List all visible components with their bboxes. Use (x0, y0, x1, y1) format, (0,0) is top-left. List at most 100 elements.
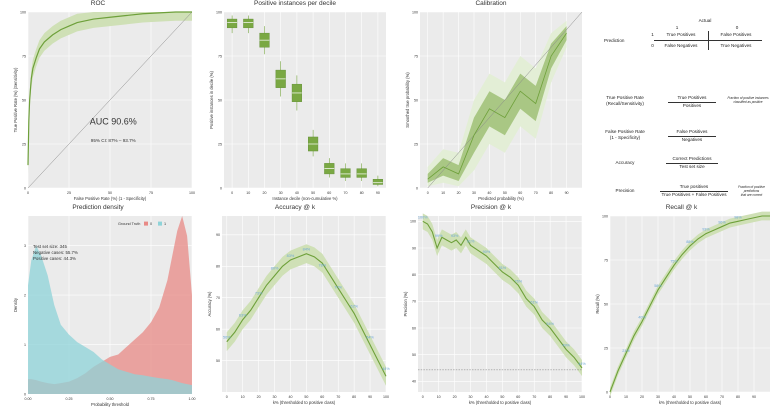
density-stat-annotation: Positive cases: 44.3% (33, 256, 76, 261)
decile-box (227, 18, 238, 29)
x-tick-label: 60 (518, 191, 522, 195)
precision-line (422, 220, 583, 369)
x-tick-label: 40 (288, 395, 292, 399)
recall-band (610, 211, 770, 397)
matrix-divider-v (708, 31, 709, 50)
calibration-title: Calibration (475, 0, 507, 7)
data-label: 58% (654, 284, 662, 288)
x-tick-label: 60 (320, 395, 324, 399)
decile-box (340, 168, 351, 178)
y-tick-label: 50 (218, 98, 222, 102)
x-tick-label: 70 (344, 191, 348, 195)
decile-chart: 0 10 20 30 40 50 60 70 80 90 0 25 50 75 100 Instance de… (209, 10, 386, 201)
precision-label: Precision (615, 188, 635, 193)
y-tick-label: 100 (20, 10, 26, 14)
x-tick-label: 1.00 (189, 397, 196, 401)
y-axis-label: Smoothed true probability (%) (405, 72, 410, 128)
x-axis-label: False Positive Rate (%) (1 - Specificity… (74, 196, 147, 201)
precision-chart: 0 10 20 30 40 50 60 70 80 90 100 40 50 60 70 80 90 100 k% … (403, 213, 586, 405)
x-tick-label: 70 (720, 395, 724, 399)
y-tick-label: 75 (218, 54, 222, 58)
data-label: 62% (350, 304, 358, 308)
roc-diagonal-reference (27, 11, 193, 189)
y-axis-label: Density (13, 297, 18, 312)
y-tick-label: 70 (216, 296, 220, 300)
data-label: 44% (382, 367, 390, 371)
x-tick-label: 0 (422, 395, 424, 399)
pred-row-1: 1 (651, 32, 654, 37)
y-tick-label: 0 (24, 186, 26, 190)
y-tick-label: 60 (216, 327, 220, 331)
y-tick-label: 50 (22, 98, 26, 102)
roc-title: ROC (90, 0, 106, 7)
y-tick-label: 1 (24, 343, 26, 347)
decile-box (243, 18, 254, 29)
density-area-0 (28, 216, 192, 394)
data-label: 73% (255, 292, 263, 296)
roc-curve (27, 11, 192, 166)
y-tick-label: 0 (220, 186, 222, 190)
auc-annotation: AUC 90.6% (90, 117, 137, 127)
recall-chart: 0 10 20 30 40 50 60 70 80 90 0 25 50 75 100 k% (thresho… (595, 211, 770, 405)
x-tick-label: 0.50 (107, 397, 114, 401)
x-tick-label: 20 (640, 395, 644, 399)
x-tick-label: 50 (688, 395, 692, 399)
accuracy-panel: Accuracy @ k 0 10 20 30 40 50 60 70 80 90 100 50 60 7… (200, 204, 390, 407)
y-tick-label: 100 (216, 10, 222, 14)
data-label: 81% (499, 266, 507, 270)
x-tick-label: 0 (226, 395, 228, 399)
data-label: 83% (287, 254, 295, 258)
tpr-fraction-line (668, 102, 716, 103)
x-axis-label: Probability threshold (91, 402, 130, 407)
x-tick-label: 10 (246, 191, 250, 195)
x-tick-label: 40 (295, 191, 299, 195)
precision-fraction-line (660, 191, 728, 192)
precision-panel: Precision @ k 0 10 20 30 40 50 60 70 80 90 100 40 50… (396, 204, 586, 407)
x-tick-label: 80 (549, 191, 553, 195)
x-tick-label: 70 (534, 191, 538, 195)
density-chart: 0.00 0.25 0.50 0.75 1.00 0 1 2 3 Probability thre… (13, 216, 196, 407)
y-tick-label: 80 (216, 265, 220, 269)
x-tick-label: 50 (503, 191, 507, 195)
x-tick-label: 90 (752, 395, 756, 399)
data-label: 21% (622, 349, 630, 353)
x-tick-label: 70 (336, 395, 340, 399)
x-tick-label: 0 (609, 395, 611, 399)
x-tick-label: 100 (189, 191, 195, 195)
y-axis-label: Precision (%) (403, 291, 408, 317)
data-label: 98% (734, 215, 742, 219)
y-tick-label: 2 (24, 293, 26, 297)
x-tick-label: 30 (279, 191, 283, 195)
y-tick-label: 90 (216, 233, 220, 237)
y-tick-label: 75 (414, 54, 418, 58)
y-tick-label: 25 (218, 142, 222, 146)
x-tick-label: 90 (565, 191, 569, 195)
x-tick-label: 60 (327, 191, 331, 195)
actual-header: Actual (698, 18, 712, 23)
x-tick-label: 100 (579, 395, 585, 399)
data-label: 90% (483, 250, 491, 254)
cell-false-positives: False Positives (720, 32, 752, 37)
x-tick-label: 50 (108, 191, 112, 195)
x-tick-label: 0.00 (25, 397, 32, 401)
y-tick-label: 50 (604, 302, 608, 306)
x-axis-label: k% (thresholded to positive class) (273, 400, 336, 405)
y-tick-label: 50 (216, 359, 220, 363)
fpr-label: False Positive Rate (1 - Specificity) (605, 129, 645, 140)
density-stat-annotation: Negative cases: 55.7% (33, 250, 78, 255)
x-tick-label: 20 (453, 395, 457, 399)
x-axis-label: k% (thresholded to positive class) (659, 400, 722, 405)
y-tick-label: 25 (22, 142, 26, 146)
y-tick-label: 75 (22, 54, 26, 58)
density-area-1 (28, 245, 192, 394)
data-label: 54% (546, 322, 554, 326)
legend-label-0: 0 (150, 222, 152, 226)
legend-label-1: 1 (164, 222, 166, 226)
data-label: 75% (670, 259, 678, 263)
density-panel: Prediction density 0.00 0.25 0.50 0.75 1.00 0… (0, 204, 196, 407)
y-tick-label: 25 (414, 142, 418, 146)
decile-box (356, 168, 367, 178)
data-label: 84% (303, 248, 311, 252)
definitions-panel: Actual 1 0 Prediction 1 0 True Positives… (590, 0, 773, 203)
